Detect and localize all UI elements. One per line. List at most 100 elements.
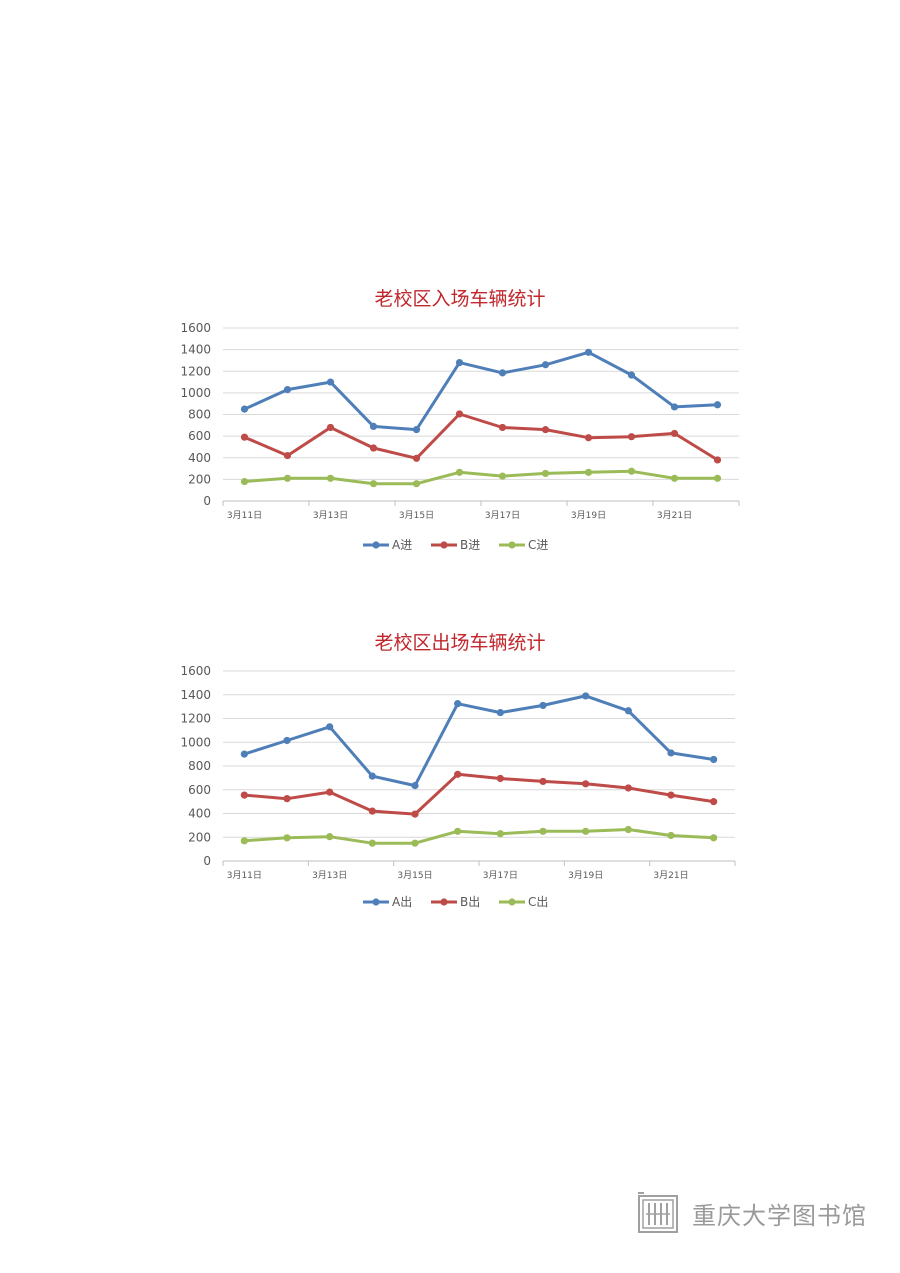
data-point [627, 433, 636, 441]
chart-exit-plot: 0 200 400 600 800 1000 1200 1400 1600 3月11日 3月13日 3… [180, 664, 736, 909]
data-point [283, 386, 292, 394]
data-point [582, 780, 590, 788]
data-point [326, 833, 334, 841]
chart-entry-plot: 0 200 400 600 800 1000 1200 1400 1600 3月11日 3月13日 3… [180, 321, 740, 552]
legend-label: C进 [528, 538, 548, 552]
x-tick-label: 3月17日 [485, 510, 520, 521]
data-point [454, 700, 462, 708]
x-tick-label: 3月11日 [227, 510, 262, 521]
data-point [368, 772, 376, 780]
y-tick-label: 800 [188, 759, 211, 773]
series-line-1 [243, 350, 718, 432]
data-point [283, 834, 291, 842]
data-point [713, 474, 722, 482]
y-tick-label: 400 [188, 807, 211, 821]
data-point [584, 434, 593, 442]
y-tick-label: 400 [188, 451, 211, 465]
data-point [496, 830, 504, 838]
y-tick-label: 800 [188, 408, 211, 422]
data-point [454, 827, 462, 835]
series-line-1 [243, 694, 714, 788]
y-tick-label: 1000 [180, 735, 211, 749]
data-point [713, 401, 722, 409]
data-point [411, 781, 419, 790]
x-tick-label: 3月11日 [227, 870, 262, 881]
data-point [624, 784, 632, 792]
data-point [539, 701, 547, 710]
data-point [710, 755, 718, 764]
legend-label: C出 [528, 895, 548, 909]
legend-marker [440, 541, 448, 549]
series-line-3 [244, 469, 718, 486]
y-tick-label: 1400 [180, 688, 211, 702]
legend-label: B进 [460, 538, 480, 552]
data-point [627, 371, 636, 379]
data-point [667, 791, 675, 799]
data-point [326, 423, 335, 432]
data-point [368, 807, 376, 815]
data-point [713, 456, 722, 464]
data-point [369, 480, 378, 488]
data-point [326, 788, 334, 796]
series-line-3 [244, 828, 714, 845]
series-line-2 [244, 772, 714, 816]
data-point [411, 810, 419, 818]
x-tick-label: 3月15日 [397, 870, 432, 881]
data-point [369, 422, 378, 430]
data-point [710, 798, 718, 806]
data-point [283, 474, 292, 482]
data-point [240, 477, 249, 486]
data-point [670, 403, 679, 411]
x-tick-label: 3月17日 [483, 870, 518, 881]
y-tick-label: 200 [188, 830, 211, 844]
data-point [539, 827, 547, 835]
data-point [582, 827, 590, 835]
data-point [412, 454, 421, 462]
data-point [326, 474, 335, 482]
library-seal-icon [638, 1192, 678, 1233]
x-tick-label: 3月21日 [657, 510, 692, 521]
y-tick-label: 0 [203, 494, 211, 508]
y-tick-label: 600 [188, 429, 211, 443]
data-point [541, 361, 550, 369]
library-watermark: 重庆大学图书馆 [636, 1190, 867, 1236]
data-point [412, 426, 421, 434]
data-point [283, 795, 291, 803]
x-tick-label: 3月15日 [399, 510, 434, 521]
data-point [667, 831, 675, 840]
y-tick-label: 1000 [180, 386, 211, 400]
chart-title: 老校区出场车辆统计 [374, 632, 546, 654]
data-point [710, 834, 718, 842]
y-tick-label: 200 [188, 472, 211, 486]
chart-title: 老校区入场车辆统计 [374, 288, 546, 310]
legend-label: A出 [392, 895, 412, 909]
data-point [496, 708, 504, 717]
y-tick-label: 1600 [180, 664, 211, 678]
legend-marker [372, 898, 380, 906]
data-point [411, 839, 419, 847]
data-point [326, 723, 334, 731]
watermark-text: 重庆大学图书馆 [692, 1201, 867, 1230]
data-point [454, 770, 462, 778]
data-point [539, 777, 547, 786]
legend-marker [508, 898, 516, 906]
data-point [624, 825, 632, 834]
data-point [496, 774, 504, 783]
legend-marker [372, 541, 380, 549]
data-point [369, 444, 378, 452]
x-tick-label: 3月19日 [568, 870, 603, 881]
legend-label: A进 [392, 538, 412, 552]
data-point [455, 410, 464, 418]
data-point [240, 433, 249, 441]
data-point [624, 707, 632, 715]
data-point [667, 749, 675, 757]
data-point [455, 359, 464, 367]
data-point [283, 736, 291, 745]
data-point [498, 423, 507, 432]
data-point [670, 474, 679, 482]
y-tick-label: 1400 [180, 343, 211, 357]
legend-marker [440, 898, 448, 906]
x-tick-label: 3月13日 [313, 510, 348, 521]
data-point [582, 692, 590, 700]
data-point [498, 369, 507, 377]
